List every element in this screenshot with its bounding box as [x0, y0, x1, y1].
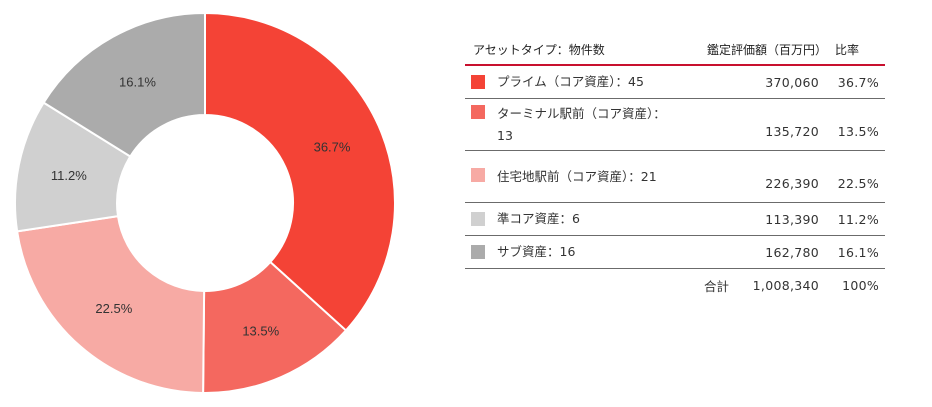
legend-swatch-residential: [471, 167, 485, 182]
row-label: 準コア資産：6: [497, 211, 580, 226]
donut-slice: [204, 11, 396, 332]
table-total-row: 合計 1,008,340 100%: [465, 269, 885, 301]
legend-swatch-sub: [471, 245, 485, 259]
row-value: 370,060: [765, 74, 819, 90]
row-value: 226,390: [765, 176, 819, 191]
row-ratio: 11.2%: [837, 211, 879, 227]
donut-slice: [42, 11, 206, 158]
total-label: 合計: [703, 278, 729, 294]
slice-percent-label: 22.5%: [95, 301, 132, 316]
table-row: ターミナル駅前（コア資産）：13 135,720 13.5%: [465, 99, 885, 151]
row-value: 162,780: [765, 244, 819, 260]
header-asset-type: アセットタイプ：物件数: [473, 42, 605, 57]
donut-slice: [15, 215, 206, 395]
row-value: 113,390: [765, 211, 819, 227]
row-ratio: 22.5%: [837, 176, 879, 191]
legend-swatch-terminal: [471, 104, 485, 119]
table-row: 住宅地駅前（コア資産）：21 226,390 22.5%: [465, 151, 885, 203]
slice-percent-label: 13.5%: [242, 323, 279, 338]
row-ratio: 16.1%: [837, 244, 879, 260]
total-value: 1,008,340: [752, 277, 819, 293]
table-row: サブ資産：16 162,780 16.1%: [465, 236, 885, 269]
row-label: プライム（コア資産）：45: [497, 74, 644, 89]
total-ratio: 100%: [842, 277, 879, 293]
row-label: ターミナル駅前（コア資産）：13: [497, 105, 666, 143]
row-label: サブ資産：16: [497, 244, 576, 259]
legend-swatch-semi-core: [471, 212, 485, 226]
header-appraisal-value: 鑑定評価額（百万円）: [706, 42, 827, 57]
slice-percent-label: 36.7%: [314, 140, 351, 155]
donut-chart: 36.7% 13.5% 22.5% 11.2% 16.1%: [14, 11, 396, 395]
header-ratio: 比率: [835, 42, 860, 57]
table-row: 準コア資産：6 113,390 11.2%: [465, 203, 885, 236]
table-row: プライム（コア資産）：45 370,060 36.7%: [465, 66, 885, 99]
row-label: 住宅地駅前（コア資産）：21: [497, 168, 657, 184]
slice-percent-label: 16.1%: [119, 74, 156, 89]
slice-percent-label: 11.2%: [51, 168, 87, 183]
row-value: 135,720: [765, 124, 819, 139]
asset-table: アセットタイプ：物件数 鑑定評価額（百万円） 比率 プライム（コア資産）：45 …: [465, 34, 885, 301]
legend-swatch-prime: [471, 75, 485, 89]
table-header: アセットタイプ：物件数 鑑定評価額（百万円） 比率: [465, 34, 885, 66]
row-ratio: 13.5%: [837, 124, 879, 139]
row-ratio: 36.7%: [837, 74, 879, 90]
